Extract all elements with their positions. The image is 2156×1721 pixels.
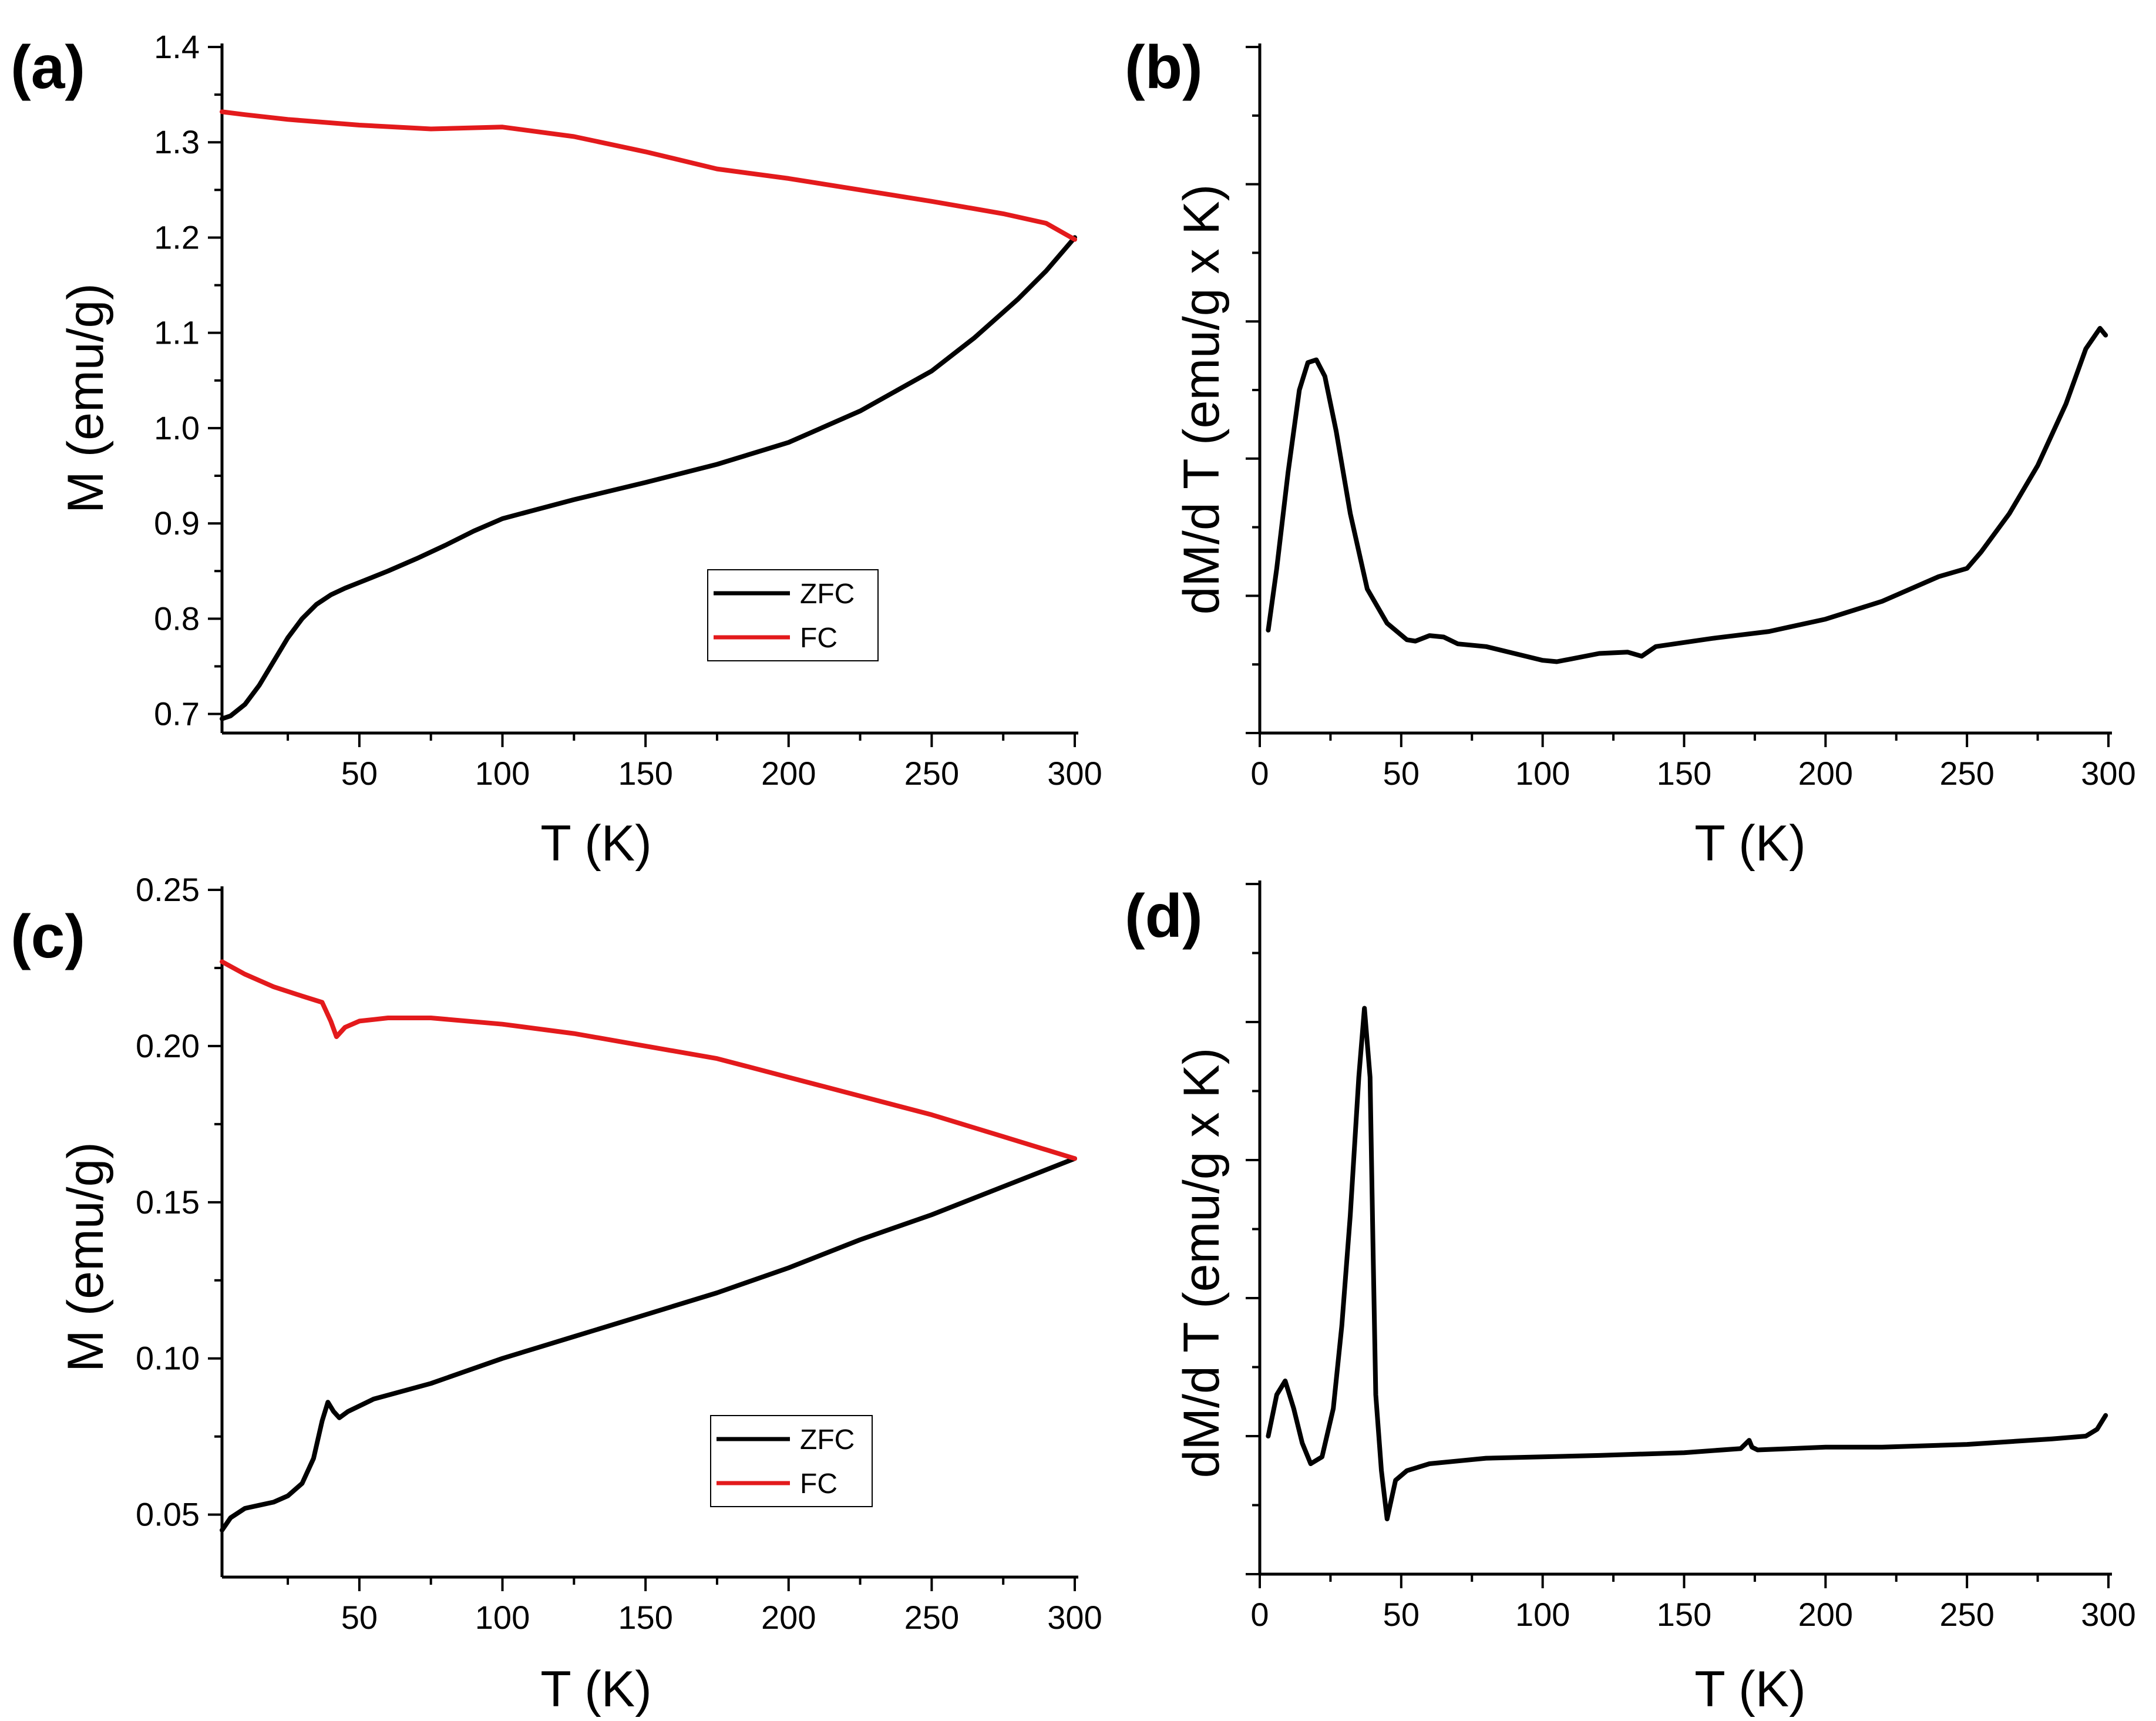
y-axis-label-b: dM/d T (emu/g x K) xyxy=(1173,184,1230,615)
series-line-fc xyxy=(220,959,1077,1161)
x-tick-label: 250 xyxy=(904,1599,959,1636)
y-tick-label: 1.3 xyxy=(154,123,200,160)
panel-a: (a) T (K) M (emu/g) 50 100 150 200 250 300 0.7… xyxy=(11,28,1102,872)
x-tick-label: 200 xyxy=(761,1599,816,1636)
x-tick-label: 150 xyxy=(618,1599,672,1636)
x-tick-label: 100 xyxy=(1515,1596,1570,1633)
series-line-fc xyxy=(220,109,1077,242)
y-axis-label-c: M (emu/g) xyxy=(58,1142,114,1372)
series-line-zfc xyxy=(220,235,1077,721)
x-tick-label: 200 xyxy=(1798,755,1853,792)
legend-label-zfc-a: ZFC xyxy=(800,579,855,610)
panel-c: (c) T (K) M (emu/g) 50 100 150 200 250 300 0.0… xyxy=(11,871,1102,1717)
x-tick-label: 150 xyxy=(1657,755,1711,792)
panel-label-b: (b) xyxy=(1125,33,1203,102)
panel-label-a: (a) xyxy=(11,33,85,102)
y-tick-label: 1.1 xyxy=(154,314,200,351)
y-tick-label: 0.15 xyxy=(136,1184,200,1221)
y-tick-label: 0.25 xyxy=(136,871,200,908)
x-tick-label: 300 xyxy=(2081,1596,2135,1633)
y-tick-label: 1.0 xyxy=(154,409,200,446)
y-axis-label-d: dM/d T (emu/g x K) xyxy=(1173,1048,1230,1478)
x-tick-label: 250 xyxy=(1939,755,1994,792)
x-tick-label: 150 xyxy=(1657,1596,1711,1633)
x-axis-label-b: T (K) xyxy=(1694,815,1806,872)
panel-b: (b) T (K) dM/d T (emu/g x K) 0 50 100 150 20… xyxy=(1125,33,2136,872)
x-tick-label: 250 xyxy=(904,755,959,792)
legend-label-zfc-c: ZFC xyxy=(800,1424,855,1456)
x-tick-label: 200 xyxy=(761,755,816,792)
axes-c: 50 100 150 200 250 300 0.05 0.10 0.15 0.20 0.25 xyxy=(136,871,1102,1636)
x-axis-label-c: T (K) xyxy=(540,1661,652,1717)
legend-label-fc-a: FC xyxy=(800,623,837,654)
legend-a: ZFC FC xyxy=(707,569,879,661)
legend-box-c xyxy=(710,1415,873,1507)
legend-label-fc-c: FC xyxy=(800,1468,837,1500)
x-tick-label: 50 xyxy=(1383,1596,1420,1633)
series-line-zfc xyxy=(220,1156,1077,1533)
x-tick-label: 300 xyxy=(1047,1599,1102,1636)
series-group-d xyxy=(1266,1006,2108,1521)
y-tick-label: 0.9 xyxy=(154,505,200,542)
legend-c: ZFC FC xyxy=(710,1415,873,1507)
x-tick-label: 50 xyxy=(1383,755,1420,792)
x-tick-label: 200 xyxy=(1798,1596,1853,1633)
y-tick-label: 0.10 xyxy=(136,1340,200,1377)
legend-box-a xyxy=(707,569,879,661)
panel-label-c: (c) xyxy=(11,903,85,971)
series-line-dm-dt xyxy=(1266,325,2108,664)
y-tick-label: 0.20 xyxy=(136,1027,200,1064)
x-tick-label: 50 xyxy=(341,755,378,792)
axes-a: 50 100 150 200 250 300 0.7 0.8 0.9 1.0 1.1 1.2 1.3 1.… xyxy=(154,28,1102,792)
y-tick-label: 1.2 xyxy=(154,219,200,256)
x-tick-label: 300 xyxy=(2081,755,2135,792)
x-tick-label: 100 xyxy=(1515,755,1570,792)
x-tick-label: 250 xyxy=(1939,1596,1994,1633)
series-group-b xyxy=(1266,325,2108,664)
x-tick-label: 100 xyxy=(475,1599,530,1636)
series-line-dm-dt xyxy=(1266,1006,2108,1521)
x-axis-label-a: T (K) xyxy=(540,815,652,872)
series-group-a xyxy=(220,109,1077,721)
x-tick-label: 0 xyxy=(1250,755,1269,792)
y-tick-label: 0.8 xyxy=(154,600,200,637)
y-tick-label: 0.7 xyxy=(154,695,200,732)
axes-d: 0 50 100 150 200 250 300 xyxy=(1246,880,2136,1633)
x-tick-label: 300 xyxy=(1047,755,1102,792)
x-tick-label: 100 xyxy=(475,755,530,792)
series-group-c xyxy=(220,959,1077,1533)
y-tick-label: 1.4 xyxy=(154,28,200,65)
x-tick-label: 150 xyxy=(618,755,672,792)
y-axis-label-a: M (emu/g) xyxy=(58,283,114,513)
y-tick-label: 0.05 xyxy=(136,1496,200,1533)
panel-d: (d) T (K) dM/d T (emu/g x K) 0 50 100 150 20… xyxy=(1125,880,2136,1717)
panel-label-d: (d) xyxy=(1125,882,1203,950)
x-tick-label: 0 xyxy=(1250,1596,1269,1633)
x-tick-label: 50 xyxy=(341,1599,378,1636)
axes-b: 0 50 100 150 200 250 300 xyxy=(1246,43,2136,792)
x-axis-label-d: T (K) xyxy=(1694,1661,1806,1717)
